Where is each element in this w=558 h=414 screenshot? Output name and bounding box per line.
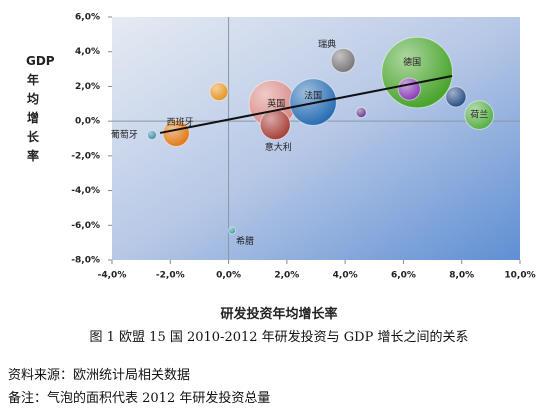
- bubble-highlight: [445, 86, 467, 107]
- bubble-label: 荷兰: [470, 109, 488, 121]
- bubble-highlight: [260, 109, 291, 140]
- y-tick-label: 6,0%: [75, 13, 100, 23]
- bubble-label: 葡萄牙: [111, 129, 138, 141]
- x-tick-label: 2,0%: [274, 271, 299, 281]
- trendline: [159, 75, 453, 134]
- bubble-highlight: [289, 78, 337, 126]
- note: 备注：气泡的面积代表 2012 年研发投资总量: [8, 391, 271, 406]
- x-tick-label: 10,0%: [504, 271, 535, 281]
- y-tick-label: -8,0%: [71, 256, 100, 266]
- y-tick-label: 4,0%: [75, 47, 100, 57]
- caption: 图 1 欧盟 15 国 2010-2012 年研发投资与 GDP 增长之间的关系: [89, 330, 469, 345]
- bubble-highlight: [356, 107, 367, 118]
- bubble-highlight: [398, 77, 421, 101]
- x-tick-label: -2,0%: [156, 271, 185, 281]
- y-axis-title: GDP年均增长率: [26, 54, 55, 163]
- y-tick-label: 0,0%: [75, 117, 100, 127]
- bubble-label: 希腊: [236, 235, 254, 247]
- source: 资料来源：欧洲统计局相关数据: [8, 368, 191, 383]
- y-tick-label: -6,0%: [71, 221, 100, 231]
- x-tick-label: 0,0%: [216, 271, 241, 281]
- bubble-label: 法国: [304, 90, 322, 102]
- bubble-highlight: [162, 120, 190, 147]
- x-tick-label: -4,0%: [98, 271, 127, 281]
- bubble-label: 意大利: [265, 141, 292, 153]
- x-axis-title: 研发投资年均增长率: [220, 307, 338, 322]
- bubble-label: 英国: [267, 97, 285, 109]
- y-tick-label: -2,0%: [71, 151, 100, 161]
- bubble-highlight: [331, 48, 356, 73]
- bubble-label: 西班牙: [167, 116, 194, 128]
- bubble-highlight: [147, 130, 157, 140]
- x-tick-label: 4,0%: [333, 271, 358, 281]
- x-tick-label: 8,0%: [449, 271, 474, 281]
- y-tick-label: 2,0%: [75, 82, 100, 92]
- bubble-highlight: [464, 100, 494, 130]
- bubble-highlight: [209, 82, 229, 101]
- bubble-label: 瑞典: [318, 38, 336, 50]
- bubble-highlight: [228, 226, 236, 234]
- y-tick-label: -4,0%: [71, 186, 100, 196]
- x-tick-label: 6,0%: [391, 271, 416, 281]
- bubble-label: 德国: [403, 56, 421, 68]
